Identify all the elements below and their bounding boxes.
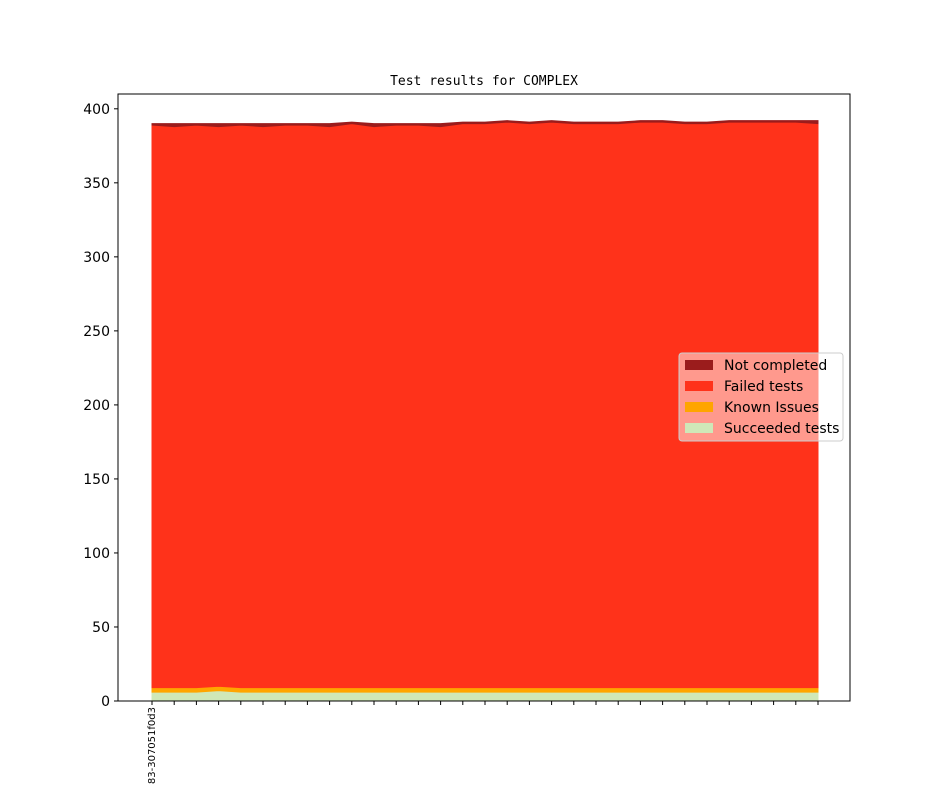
legend-label: Known Issues [724,400,819,416]
x-tick-label: 83-307051f0d3 [147,707,158,784]
legend-swatch [685,360,713,370]
y-tick-label: 250 [83,324,110,340]
y-tick-label: 400 [83,102,110,118]
legend-swatch [685,381,713,391]
y-tick-label: 200 [83,398,110,414]
chart-title: Test results for COMPLEX [390,74,578,89]
legend-label: Failed tests [724,379,803,395]
y-tick-label: 350 [83,176,110,192]
y-tick-label: 150 [83,472,110,488]
legend: Not completed Failed tests Known Issues Suc… [678,352,844,442]
legend-label: Succeeded tests [724,421,839,437]
legend-swatch [685,402,713,412]
legend-swatch [685,423,713,433]
area [151,120,819,128]
plot-frame [117,93,851,702]
legend-box [678,352,844,442]
y-tick-label: 50 [92,620,110,636]
y-tick-label: 300 [83,250,110,266]
y-tick-label: 0 [101,694,110,710]
y-tick-label: 100 [83,546,110,562]
legend-label: Not completed [724,358,827,374]
